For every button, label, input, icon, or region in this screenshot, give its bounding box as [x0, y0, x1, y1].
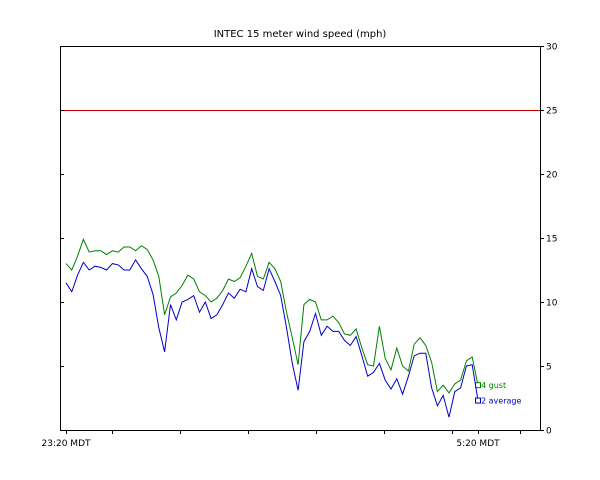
y-axis-ticks: 0 5 10 15 20 25 30 [60, 43, 558, 437]
y-tick-label: 30 [546, 43, 558, 53]
x-tick-label-start: 23:20 MDT [42, 439, 91, 449]
series-lines: 4 gust 2 average [65, 237, 521, 418]
y-tick-label: 10 [546, 299, 558, 309]
series-line-average [65, 258, 479, 418]
y-tick-label: 25 [546, 107, 557, 117]
y-tick-label: 5 [546, 363, 552, 373]
series-end-label-average: 2 average [481, 397, 521, 406]
y-tick-label: 20 [546, 171, 558, 181]
series-line-gust [65, 237, 479, 394]
series-end-label-gust: 4 gust [481, 381, 506, 390]
chart-title: INTEC 15 meter wind speed (mph) [214, 29, 387, 40]
x-axis-ticks [66, 430, 521, 434]
series-end-marker-average [475, 397, 481, 404]
x-tick-label-end: 5:20 MDT [456, 439, 500, 449]
y-tick-label: 0 [546, 427, 552, 437]
y-tick-label: 15 [546, 235, 557, 245]
